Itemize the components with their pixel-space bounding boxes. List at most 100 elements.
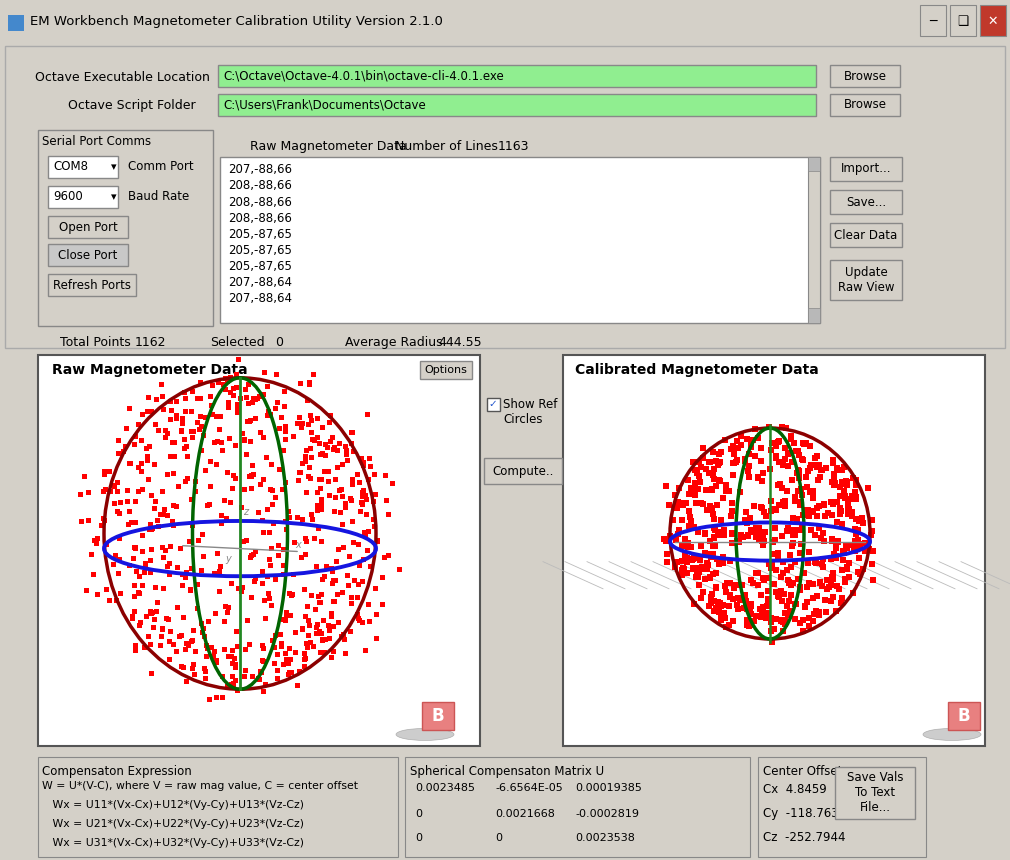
Bar [850, 476, 856, 482]
Bar [807, 444, 813, 450]
Bar [720, 602, 726, 608]
Bar [154, 396, 159, 402]
Bar [283, 480, 288, 485]
Bar [703, 487, 709, 493]
Bar [215, 439, 220, 444]
Bar [207, 697, 212, 702]
Bar [733, 581, 739, 587]
Bar [231, 685, 236, 689]
Ellipse shape [923, 728, 981, 740]
Bar [868, 532, 874, 538]
Bar [276, 668, 281, 673]
Bar [232, 476, 237, 481]
Bar [133, 545, 138, 550]
Bar [314, 503, 319, 508]
Bar [819, 468, 825, 474]
Bar [792, 559, 798, 565]
Bar [716, 452, 722, 458]
Bar [833, 519, 839, 525]
Bar [325, 623, 330, 628]
Bar [727, 580, 733, 586]
Bar [127, 406, 132, 411]
Bar [243, 647, 248, 652]
Bar [690, 488, 696, 494]
Bar [716, 561, 722, 567]
Bar [249, 553, 255, 558]
Bar [713, 570, 718, 576]
Bar [217, 414, 222, 419]
Bar [743, 519, 749, 525]
Bar [692, 492, 698, 498]
Bar [343, 505, 348, 510]
Bar [221, 619, 226, 624]
Bar [156, 524, 161, 529]
Bar [219, 521, 224, 526]
Bar [217, 589, 222, 594]
Bar [855, 568, 861, 574]
Bar [148, 527, 154, 532]
Bar [307, 380, 312, 385]
Bar [351, 449, 357, 454]
Bar [795, 576, 801, 582]
Bar [752, 569, 759, 575]
Bar [770, 551, 776, 557]
Bar [756, 536, 763, 542]
Bar [225, 685, 230, 690]
Bar [768, 507, 774, 513]
Bar [189, 497, 194, 502]
Bar [816, 610, 822, 616]
Bar [345, 458, 349, 464]
Bar [297, 470, 302, 475]
Text: Cx  4.8459: Cx 4.8459 [763, 783, 827, 796]
Bar [780, 499, 786, 505]
Bar [320, 451, 325, 456]
Bar [708, 555, 714, 561]
Bar [759, 504, 764, 510]
Text: 0: 0 [415, 808, 422, 819]
Bar [734, 538, 739, 544]
FancyBboxPatch shape [830, 94, 900, 115]
Bar [781, 617, 787, 623]
Bar [318, 452, 323, 458]
Bar [718, 604, 724, 610]
Bar [117, 501, 122, 505]
Bar [226, 654, 231, 659]
Bar [329, 581, 334, 586]
Text: 1162: 1162 [135, 336, 167, 349]
Bar [714, 501, 720, 507]
Bar [295, 421, 300, 426]
Text: Close Port: Close Port [59, 249, 118, 261]
Bar [357, 617, 362, 623]
Bar [797, 584, 803, 590]
Bar [690, 486, 696, 492]
Bar [283, 437, 288, 442]
Text: 208,-88,66: 208,-88,66 [228, 180, 292, 193]
Bar [282, 662, 287, 667]
Bar [780, 628, 786, 634]
Bar [693, 574, 699, 580]
Bar [831, 482, 837, 488]
Bar [126, 522, 131, 527]
Bar [215, 550, 220, 556]
Bar [162, 513, 167, 518]
Bar [182, 390, 187, 395]
Bar [688, 519, 694, 525]
Bar [182, 437, 187, 442]
Bar [359, 501, 364, 506]
Bar [785, 610, 791, 616]
Text: ▾: ▾ [111, 162, 116, 172]
Bar [856, 543, 863, 549]
Bar [153, 617, 158, 622]
Bar [779, 599, 785, 605]
Bar [741, 605, 747, 611]
Bar [278, 467, 283, 472]
Bar [711, 535, 717, 541]
Bar [234, 405, 239, 410]
Bar [191, 429, 196, 434]
Bar [224, 516, 229, 521]
Bar [104, 542, 109, 547]
Bar [230, 648, 235, 654]
Bar [145, 409, 150, 415]
Bar [287, 670, 292, 674]
Bar [738, 442, 744, 448]
